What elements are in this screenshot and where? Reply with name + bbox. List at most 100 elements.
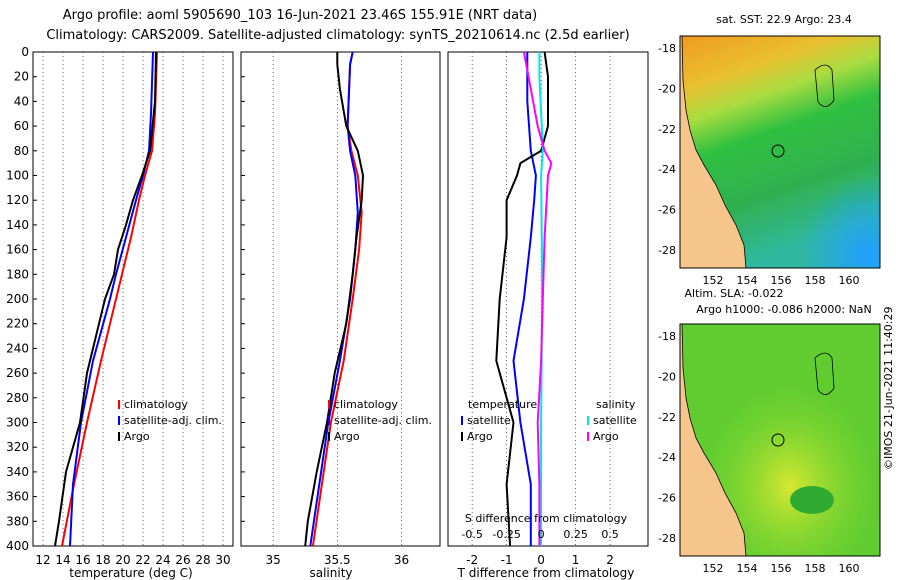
y-tick-label: 120: [6, 193, 29, 207]
y-tick-label: 80: [14, 144, 29, 158]
x-tick-label: 18: [95, 553, 110, 567]
x-tick-label: 28: [195, 553, 210, 567]
x-tick-label: 35.5: [324, 553, 351, 567]
salinity-legend-argo: Argo: [334, 430, 360, 443]
y-tick-label: 0: [21, 45, 29, 59]
lat-tick-label: -18: [658, 330, 676, 343]
y-tick-label: 180: [6, 267, 29, 281]
series-line-argo: [304, 52, 365, 547]
series-line-argo: [54, 51, 157, 547]
lon-tick-label: 160: [839, 562, 860, 575]
top-tick-label: 0: [538, 528, 545, 541]
lon-tick-label: 154: [737, 274, 758, 287]
top-tick-label: 0.25: [563, 528, 588, 541]
lon-tick-label: 156: [771, 274, 792, 287]
lat-tick-label: -22: [658, 411, 676, 424]
legend-salinity-satellite: satellite: [593, 414, 637, 427]
difference-xlabel: T difference from climatology: [457, 566, 635, 580]
salinity-legend-climatology: climatology: [334, 398, 398, 411]
sla-low-patch: [790, 486, 834, 514]
x-tick-label: 1: [572, 553, 580, 567]
lat-tick-label: -24: [658, 163, 676, 176]
lat-tick-label: -28: [658, 532, 676, 545]
difference-panel-frame: [447, 51, 649, 547]
y-tick-label: 340: [6, 465, 29, 479]
x-tick-label: 26: [175, 553, 190, 567]
y-tick-label: 160: [6, 243, 29, 257]
sst-argo-location-marker: [771, 144, 785, 158]
sla-map-title: Argo h1000: -0.086 h2000: NaN: [696, 303, 872, 316]
lat-tick-label: -18: [658, 42, 676, 55]
x-tick-label: 36: [394, 553, 409, 567]
x-tick-label: -1: [501, 553, 513, 567]
sla-reef-contour: [814, 352, 835, 395]
x-tick-label: 35: [265, 553, 280, 567]
series-line-climatology: [61, 51, 158, 547]
salinity-legend-satellite: satellite-adj. clim.: [334, 414, 432, 427]
temperature-legend: climatology satellite-adj. clim. Argo: [118, 398, 222, 443]
lon-tick-label: 156: [771, 562, 792, 575]
series-line-temperature-satellite: [512, 52, 537, 546]
legend-title-salinity: salinity: [596, 398, 636, 411]
lat-tick-label: -26: [658, 204, 676, 217]
temperature-legend-climatology: climatology: [124, 398, 188, 411]
y-tick-label: 380: [6, 514, 29, 528]
imos-credit: ©IMOS 21-Jun-2021 11:40:29: [882, 306, 895, 470]
title-line-1: Argo profile: aoml 5905690_103 16-Jun-20…: [63, 8, 538, 23]
lat-tick-label: -28: [658, 244, 676, 257]
series-line-salinity-satellite: [538, 52, 544, 546]
salinity-panel-frame: [240, 51, 441, 547]
x-tick-label: -2: [466, 553, 478, 567]
top-tick-label: -0.25: [492, 528, 520, 541]
lat-tick-label: -20: [658, 370, 676, 383]
y-tick-label: 60: [14, 119, 29, 133]
y-tick-label: 140: [6, 218, 29, 232]
y-tick-label: 320: [6, 440, 29, 454]
series-line-temperature-argo: [495, 51, 549, 547]
salinity-legend: climatology satellite-adj. clim. Argo: [328, 398, 432, 443]
lat-tick-label: -24: [658, 451, 676, 464]
sla-land: [679, 323, 747, 557]
lon-tick-label: 152: [703, 562, 724, 575]
x-tick-label: 22: [135, 553, 150, 567]
x-tick-label: 30: [215, 553, 230, 567]
legend-temperature-satellite: satellite: [467, 414, 511, 427]
y-tick-label: 400: [6, 539, 29, 553]
lat-tick-label: -20: [658, 82, 676, 95]
y-tick-label: 40: [14, 94, 29, 108]
sst-land: [679, 35, 747, 269]
x-tick-label: 2: [606, 553, 614, 567]
legend-title-temperature: temperature: [468, 398, 537, 411]
difference-top-xlabel: S difference from climatology: [465, 512, 628, 525]
lon-tick-label: 154: [737, 562, 758, 575]
salinity-xlabel: salinity: [309, 566, 352, 580]
x-tick-label: 12: [35, 553, 50, 567]
y-tick-label: 200: [6, 292, 29, 306]
y-tick-label: 300: [6, 416, 29, 430]
lon-tick-label: 152: [703, 274, 724, 287]
y-tick-label: 280: [6, 391, 29, 405]
x-tick-label: 20: [115, 553, 130, 567]
y-tick-label: 240: [6, 341, 29, 355]
difference-legend: temperature salinity satellite Argo sate…: [461, 398, 637, 443]
legend-salinity-argo: Argo: [593, 430, 619, 443]
lon-tick-label: 160: [839, 274, 860, 287]
x-tick-label: 14: [55, 553, 70, 567]
temperature-xlabel: temperature (deg C): [69, 566, 192, 580]
legend-temperature-argo: Argo: [467, 430, 493, 443]
sst-reef-contour: [814, 64, 835, 107]
series-line-satellite-adj-clim-: [69, 51, 154, 547]
sla-map-frame: [679, 323, 881, 557]
sst-map: [679, 35, 881, 269]
temperature-legend-satellite: satellite-adj. clim.: [124, 414, 222, 427]
temperature-panel-frame: [32, 51, 234, 547]
y-tick-label: 260: [6, 366, 29, 380]
lon-tick-label: 158: [805, 562, 826, 575]
top-tick-label: -0.5: [461, 528, 482, 541]
top-tick-label: 0.5: [601, 528, 619, 541]
lon-tick-label: 158: [805, 274, 826, 287]
lat-tick-label: -22: [658, 123, 676, 136]
sla-caption: Altim. SLA: -0.022: [684, 287, 783, 300]
y-tick-label: 20: [14, 70, 29, 84]
